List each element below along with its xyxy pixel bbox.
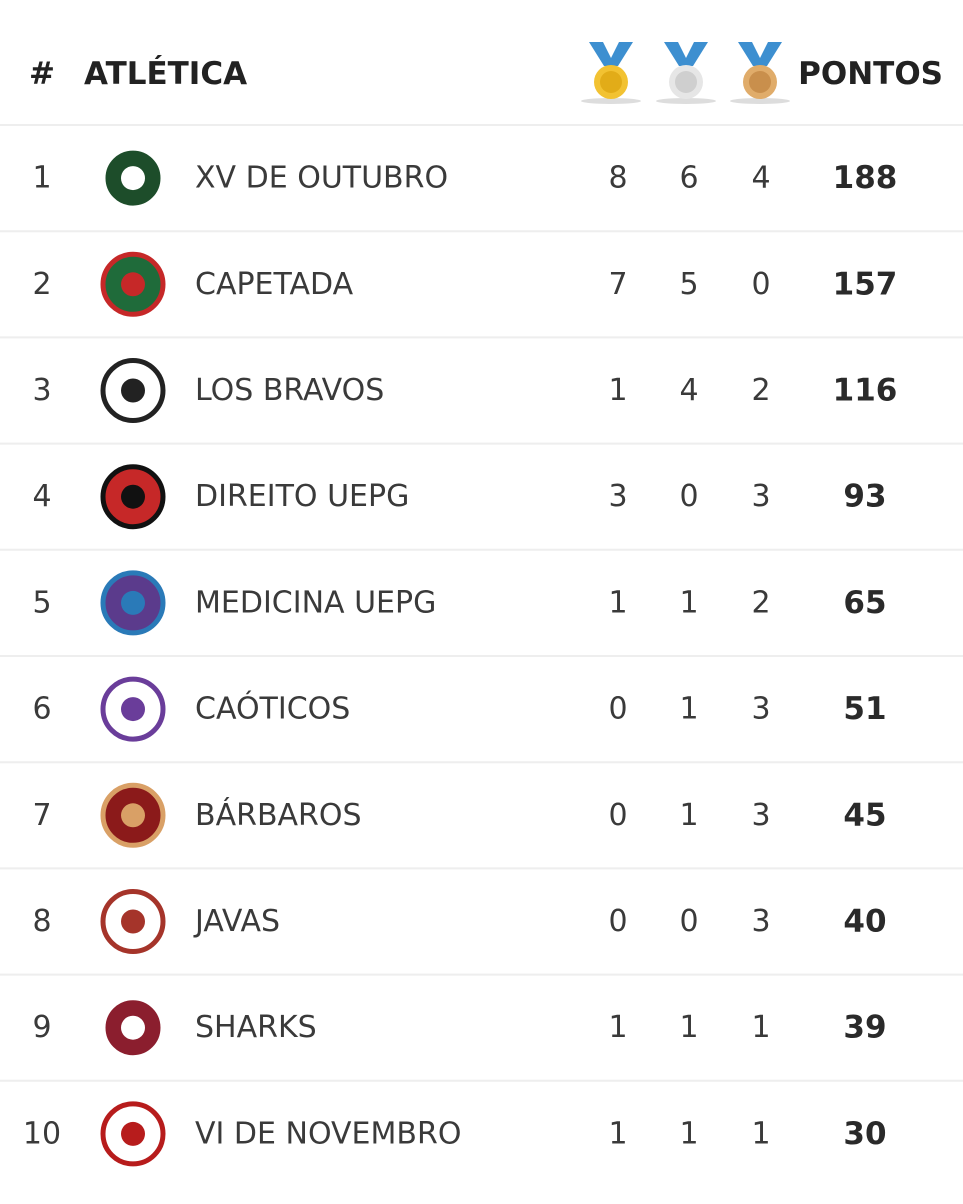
gold-count: 8 — [608, 161, 627, 196]
rank: 10 — [23, 1116, 61, 1151]
gold-count: 3 — [608, 479, 627, 514]
points: 116 — [833, 373, 898, 409]
gold-count: 0 — [608, 798, 627, 833]
rank: 8 — [32, 904, 51, 939]
rank: 3 — [32, 373, 51, 408]
team-name: LOS BRAVOS — [195, 373, 384, 408]
team-name: MEDICINA UEPG — [195, 585, 436, 620]
team-header: ATLÉTICA — [84, 56, 247, 92]
silver-count: 1 — [679, 1010, 698, 1045]
points: 188 — [833, 160, 898, 196]
bronze-count: 3 — [751, 479, 770, 514]
team-logo-center — [121, 378, 145, 403]
silver-count: 0 — [679, 904, 698, 939]
bronze-count: 0 — [751, 267, 770, 302]
rank: 4 — [32, 479, 51, 514]
bronze-count: 1 — [751, 1116, 770, 1151]
team-logo-center — [121, 909, 145, 934]
bronze-medal-icon — [730, 42, 790, 104]
silver-count: 1 — [679, 1116, 698, 1151]
gold-medal-icon — [581, 42, 641, 104]
gold-count: 1 — [608, 585, 627, 620]
team-logo-center — [121, 803, 145, 828]
team-name: SHARKS — [195, 1010, 317, 1045]
silver-count: 1 — [679, 798, 698, 833]
rank: 7 — [32, 798, 51, 833]
points: 39 — [843, 1010, 886, 1046]
gold-count: 0 — [608, 904, 627, 939]
bronze-count: 4 — [751, 161, 770, 196]
silver-count: 1 — [679, 692, 698, 727]
points: 40 — [843, 904, 886, 940]
silver-count: 6 — [679, 161, 698, 196]
points: 93 — [843, 479, 886, 515]
gold-count: 0 — [608, 692, 627, 727]
silver-count: 5 — [679, 267, 698, 302]
bronze-count: 1 — [751, 1010, 770, 1045]
points: 30 — [843, 1116, 886, 1152]
points: 45 — [843, 797, 886, 833]
bronze-count: 3 — [751, 692, 770, 727]
silver-count: 0 — [679, 479, 698, 514]
team-name: CAPETADA — [195, 267, 354, 302]
rank: 2 — [32, 267, 51, 302]
rank: 9 — [32, 1010, 51, 1045]
bronze-count: 3 — [751, 904, 770, 939]
silver-count: 4 — [679, 373, 698, 408]
team-logo-center — [121, 272, 145, 297]
team-logo-center — [121, 1121, 145, 1146]
bronze-count: 2 — [751, 373, 770, 408]
team-name: XV DE OUTUBRO — [195, 161, 448, 196]
silver-medal-icon — [656, 42, 716, 104]
rank: 1 — [32, 161, 51, 196]
team-logo-center — [121, 166, 145, 191]
rank: 6 — [32, 692, 51, 727]
team-name: DIREITO UEPG — [195, 479, 409, 514]
team-name: CAÓTICOS — [195, 690, 350, 727]
team-logo-center — [121, 1015, 145, 1040]
team-logo-center — [121, 697, 145, 722]
gold-count: 1 — [608, 1116, 627, 1151]
team-name: VI DE NOVEMBRO — [195, 1116, 461, 1151]
points: 51 — [843, 691, 886, 727]
gold-count: 1 — [608, 373, 627, 408]
rank-header: # — [29, 56, 55, 92]
rank: 5 — [32, 585, 51, 620]
silver-count: 1 — [679, 585, 698, 620]
gold-count: 7 — [608, 267, 627, 302]
bronze-count: 3 — [751, 798, 770, 833]
gold-count: 1 — [608, 1010, 627, 1045]
points: 65 — [843, 585, 886, 621]
points-header: PONTOS — [798, 56, 943, 92]
team-name: BÁRBAROS — [195, 797, 362, 833]
bronze-count: 2 — [751, 585, 770, 620]
team-logo-center — [121, 484, 145, 509]
team-name: JAVAS — [193, 904, 280, 939]
team-logo-center — [121, 590, 145, 615]
points: 157 — [833, 266, 898, 302]
